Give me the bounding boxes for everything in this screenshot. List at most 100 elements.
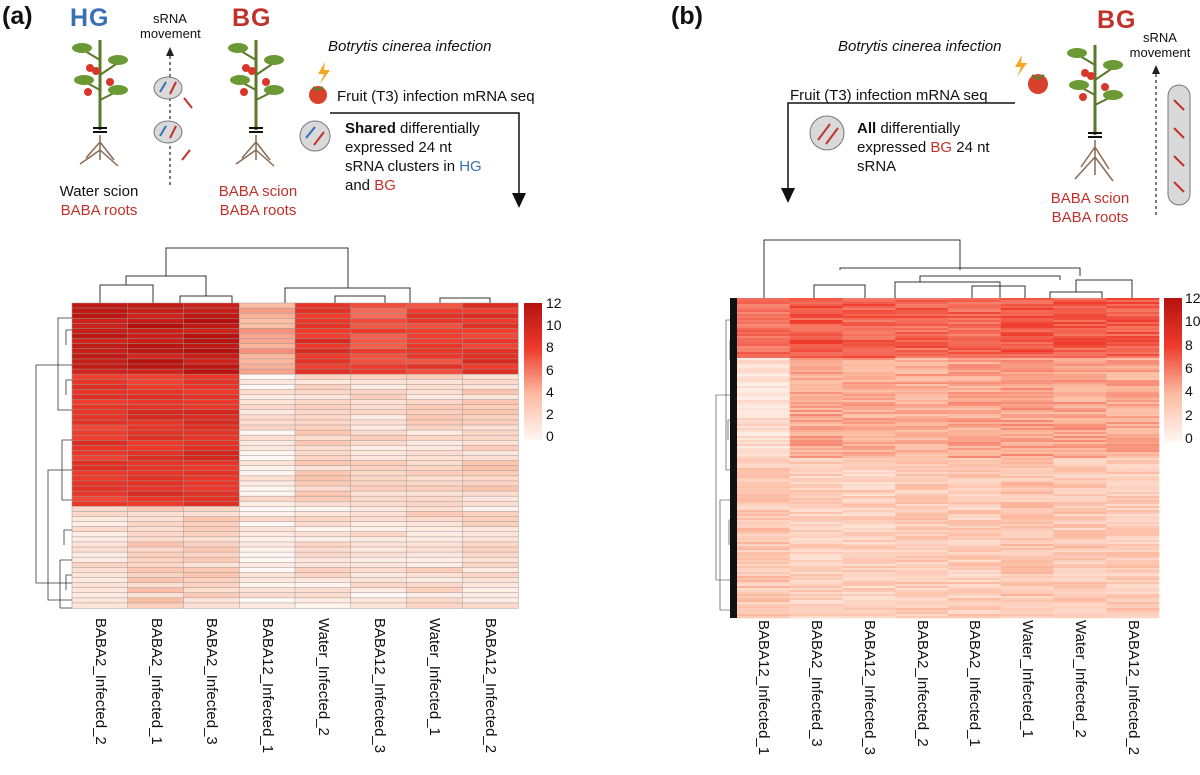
heatmap-cell [789,468,843,471]
heatmap-cell [1000,614,1054,617]
heatmap-cell [789,356,843,359]
heatmap-cell [1000,404,1054,407]
heatmap-cell [406,353,463,360]
heatmap-cell [842,462,896,465]
heatmap-cell [294,404,352,411]
heatmap-cell [737,394,791,397]
heatmap-cell [1053,468,1107,471]
heatmap-cell [789,302,843,305]
heatmap-cell [406,399,463,406]
heatmap-cell [895,416,949,419]
heatmap-cell [737,600,791,603]
heatmap-cell [406,597,463,604]
heatmap-cell [737,530,791,533]
heatmap-cell [1106,594,1160,597]
heatmap-cell [127,516,185,523]
heatmap-cell [737,428,791,431]
heatmap-cell [789,560,843,563]
heatmap-cell [462,328,519,335]
heatmap-cell [895,508,949,511]
heatmap-cell [895,346,949,349]
heatmap-cell [842,432,896,435]
heatmap-cell [183,399,240,406]
heatmap-cell [1053,424,1107,427]
heatmap-cell [1000,420,1054,423]
heatmap-cell [895,458,949,461]
heatmap-cell [183,429,240,436]
heatmap-cell [895,576,949,579]
heatmap-cell [1000,462,1054,465]
heatmap-cell [1053,592,1107,595]
heatmap-cell [1106,518,1160,521]
heatmap-cell [842,582,896,585]
heatmap-cell [948,388,1002,391]
heatmap-cell [1053,452,1107,455]
heatmap-cell [842,540,896,543]
heatmap-cell [239,312,296,319]
heatmap-cell [789,476,843,479]
heatmap-cell [895,320,949,323]
heatmap-cell [895,450,949,453]
heatmap-cell [1106,388,1160,391]
heatmap-cell [789,446,843,449]
heatmap-cell [183,536,240,543]
heatmap-cell [948,474,1002,477]
heatmap-cell [1000,498,1054,501]
heatmap-cell [948,452,1002,455]
srna-vesicle-icon [809,115,845,151]
heatmap-cell [1106,352,1160,355]
heatmap-cell [842,600,896,603]
heatmap-cell [1053,504,1107,507]
heatmap-cell [1106,556,1160,559]
heatmap-cell [1106,382,1160,385]
heatmap-cell [737,372,791,375]
heatmap-cell [948,406,1002,409]
heatmap-cell [1106,334,1160,337]
heatmap-cell [842,610,896,613]
heatmap-cell [737,558,791,561]
heatmap-cell [895,612,949,615]
heatmap-cell [789,498,843,501]
heatmap-cell [948,492,1002,495]
heatmap-cell [737,488,791,491]
heatmap-cell [737,436,791,439]
heatmap-cell [1053,604,1107,607]
heatmap-cell [127,429,185,436]
heatmap-cell [948,530,1002,533]
heatmap-cell [183,475,240,482]
heatmap-cell [895,342,949,345]
heatmap-cell [948,446,1002,449]
heatmap-cell [948,364,1002,367]
heatmap-cell [127,434,185,441]
heatmap-cell [842,358,896,361]
heatmap-cell [1000,356,1054,359]
heatmap-a [71,302,519,609]
heatmap-cell [1106,326,1160,329]
heatmap-cell [895,476,949,479]
heatmap-cell [1053,488,1107,491]
heatmap-cell [948,376,1002,379]
heatmap-cell [842,536,896,539]
heatmap-cell [127,536,185,543]
heatmap-cell [1053,568,1107,571]
heatmap-cell [1000,320,1054,323]
heatmap-cell [789,506,843,509]
heatmap-cell [1106,464,1160,467]
heatmap-cell [1106,434,1160,437]
heatmap-cell [1000,460,1054,463]
heatmap-cell [462,470,519,477]
heatmap-cell [895,574,949,577]
heatmap-cell [1053,428,1107,431]
bg-label-b: BABA scion BABA roots [1050,190,1130,226]
heatmap-cell [789,576,843,579]
heatmap-cell [948,362,1002,365]
heatmap-cell [350,445,408,451]
heatmap-cell [737,532,791,535]
heatmap-cell [948,476,1002,479]
heatmap-cell [1000,532,1054,535]
heatmap-cell [895,392,949,395]
heatmap-cell [842,596,896,599]
heatmap-cell [462,343,519,350]
heatmap-cell [895,406,949,409]
heatmap-cell [789,532,843,535]
